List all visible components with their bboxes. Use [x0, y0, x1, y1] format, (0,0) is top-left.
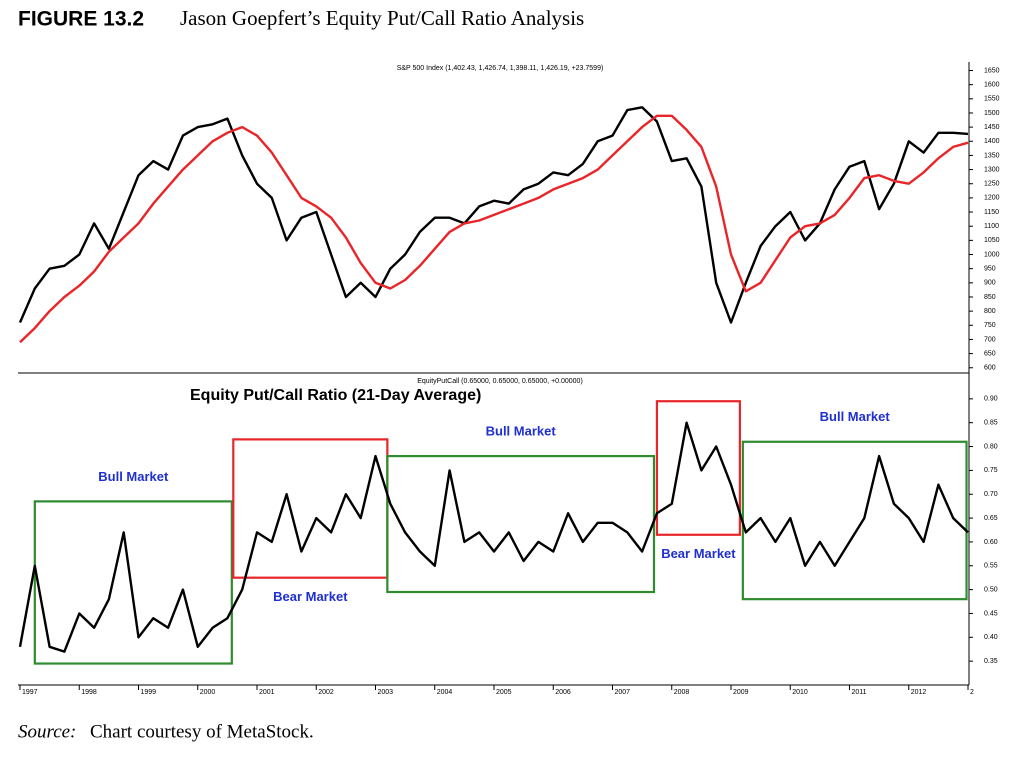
x-tick-label: 2003: [378, 689, 394, 696]
series-line: [19, 114, 969, 344]
market-region: [33, 500, 233, 665]
panel-title: Equity Put/Call Ratio (21-Day Average): [190, 387, 481, 404]
y-tick-label: 1500: [984, 110, 1000, 117]
x-tick-label: 2006: [555, 689, 571, 696]
y-tick-label: 0.40: [984, 634, 998, 641]
y-tick-label: 1400: [984, 138, 1000, 145]
y-tick-label: 650: [984, 350, 996, 357]
x-tick-label: 2004: [437, 689, 453, 696]
x-tick-label: 2: [970, 689, 974, 696]
y-tick-label: 0.50: [984, 586, 998, 593]
y-tick-label: 1050: [984, 237, 1000, 244]
market-region: [655, 400, 741, 536]
y-tick-label: 1300: [984, 166, 1000, 173]
panel-header: EquityPutCall (0.65000, 0.65000, 0.65000…: [417, 378, 583, 385]
panel-header: S&P 500 Index (1,402.43, 1,426.74, 1,398…: [397, 65, 604, 72]
source-label: Source:: [18, 721, 76, 742]
y-tick-label: 1550: [984, 96, 1000, 103]
figure-label: FIGURE 13.2: [18, 8, 144, 31]
region-label: Bull Market: [820, 409, 891, 424]
x-tick-label: 2008: [674, 689, 690, 696]
series-line: [18, 106, 969, 324]
y-tick-label: 800: [984, 308, 996, 315]
y-tick-label: 1650: [984, 67, 1000, 74]
y-tick-label: 1250: [984, 181, 1000, 188]
region-label: Bull Market: [98, 469, 169, 484]
y-tick-label: 850: [984, 294, 996, 301]
y-tick-label: 600: [984, 365, 996, 372]
y-tick-label: 750: [984, 322, 996, 329]
y-tick-label: 0.60: [984, 539, 998, 546]
x-tick-label: 2011: [852, 689, 867, 696]
y-tick-label: 1150: [984, 209, 999, 216]
region-label: Bear Market: [661, 546, 736, 561]
y-tick-label: 0.35: [984, 658, 998, 665]
x-tick-label: 2001: [259, 689, 275, 696]
market-region: [232, 438, 389, 579]
y-tick-label: 1350: [984, 152, 1000, 159]
x-tick-label: 1998: [81, 689, 97, 696]
series-line: [18, 421, 969, 653]
y-tick-label: 0.75: [984, 467, 998, 474]
y-tick-label: 700: [984, 336, 996, 343]
y-tick-label: 1200: [984, 195, 1000, 202]
x-tick-label: 2012: [911, 689, 927, 696]
x-tick-label: 2002: [318, 689, 334, 696]
y-tick-label: 1600: [984, 81, 1000, 88]
market-region: [741, 440, 968, 601]
y-tick-label: 1100: [984, 223, 999, 230]
x-tick-label: 2009: [733, 689, 749, 696]
region-label: Bear Market: [273, 589, 348, 604]
y-tick-label: 1450: [984, 124, 1000, 131]
x-tick-label: 2000: [200, 689, 216, 696]
region-label: Bull Market: [486, 424, 557, 439]
y-tick-label: 0.55: [984, 563, 998, 570]
y-tick-label: 0.65: [984, 515, 998, 522]
y-tick-label: 0.45: [984, 610, 998, 617]
y-tick-label: 0.70: [984, 491, 998, 498]
x-tick-label: 1999: [141, 689, 157, 696]
y-tick-label: 0.90: [984, 396, 998, 403]
y-tick-label: 1000: [984, 251, 1000, 258]
source-text: Chart courtesy of MetaStock.: [90, 721, 314, 742]
y-tick-label: 0.80: [984, 443, 998, 450]
x-tick-label: 2010: [792, 689, 808, 696]
x-tick-label: 2005: [496, 689, 512, 696]
x-tick-label: 2007: [615, 689, 631, 696]
y-tick-label: 0.85: [984, 420, 998, 427]
figure-title: Jason Goepfert’s Equity Put/Call Ratio A…: [180, 6, 584, 30]
y-tick-label: 950: [984, 266, 996, 273]
y-tick-label: 900: [984, 280, 996, 287]
x-tick-label: 1997: [22, 689, 38, 696]
